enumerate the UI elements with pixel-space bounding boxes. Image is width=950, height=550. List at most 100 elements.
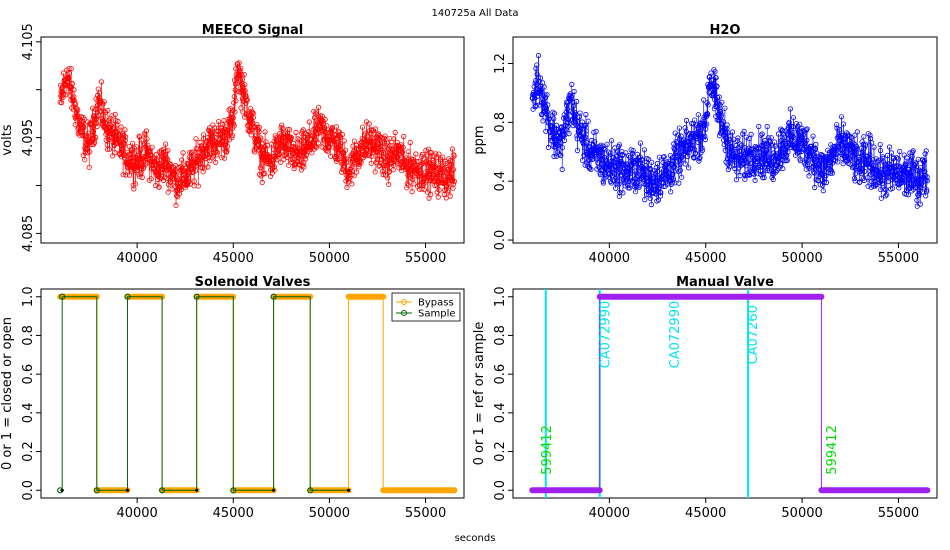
valves-plot-frame	[40, 288, 465, 499]
h2o-point	[744, 160, 750, 166]
valves-bypass-line	[60, 296, 455, 491]
h2o-point	[713, 75, 719, 81]
h2o-point	[840, 121, 847, 127]
h2o-point	[559, 145, 566, 151]
h2o-point	[680, 156, 686, 162]
meeco-point	[92, 115, 98, 121]
h2o-point	[661, 154, 667, 160]
h2o-point	[774, 167, 780, 173]
meeco-point	[230, 115, 236, 121]
h2o-point	[777, 143, 783, 149]
h2o-point	[635, 161, 641, 167]
meeco-point	[188, 163, 194, 169]
h2o-point	[845, 131, 851, 137]
manual-y-tick-label: 0.6	[493, 364, 508, 385]
h2o-point	[620, 177, 627, 183]
meeco-point	[101, 99, 107, 105]
h2o-point	[550, 109, 556, 115]
meeco-point	[112, 111, 118, 118]
meeco-point	[153, 151, 159, 158]
h2o-point	[857, 179, 863, 185]
meeco-point	[131, 186, 137, 192]
meeco-point	[419, 151, 425, 157]
meeco-point	[348, 165, 355, 171]
meeco-point	[339, 169, 345, 175]
meeco-point	[209, 129, 215, 135]
meeco-point	[428, 169, 434, 175]
meeco-point	[443, 160, 449, 167]
meeco-point	[322, 130, 329, 136]
h2o-point	[592, 139, 598, 145]
h2o-point	[583, 128, 589, 134]
meeco-point	[271, 147, 277, 153]
meeco-point	[353, 161, 359, 167]
h2o-point	[751, 168, 757, 174]
h2o-point	[749, 149, 756, 155]
meeco-point	[220, 121, 226, 127]
h2o-point	[778, 137, 785, 144]
h2o-point	[827, 160, 833, 166]
meeco-point	[313, 144, 320, 150]
h2o-point	[861, 177, 868, 184]
meeco-point	[192, 168, 199, 174]
h2o-point	[768, 155, 774, 161]
h2o-point	[634, 151, 640, 157]
h2o-point	[718, 113, 725, 119]
h2o-point	[714, 83, 720, 89]
h2o-point	[646, 189, 653, 195]
h2o-point	[847, 161, 853, 167]
meeco-x-tick-label: 55000	[405, 251, 446, 266]
meeco-point	[380, 171, 386, 178]
meeco-point	[372, 169, 378, 175]
valves-sample-marker	[195, 488, 199, 492]
valves-sample-marker	[125, 488, 130, 492]
h2o-point	[768, 143, 775, 149]
h2o-point	[893, 167, 899, 174]
h2o-point	[889, 185, 896, 191]
meeco-point	[443, 158, 449, 164]
h2o-point	[885, 179, 891, 185]
meeco-point	[359, 124, 366, 130]
meeco-point	[432, 164, 438, 171]
meeco-point	[421, 187, 427, 193]
h2o-point	[879, 180, 885, 187]
meeco-point	[269, 163, 275, 169]
h2o-point	[859, 167, 865, 173]
meeco-point	[223, 124, 229, 130]
h2o-point	[632, 189, 639, 195]
h2o-point	[533, 81, 540, 88]
h2o-point	[742, 176, 748, 182]
meeco-point	[60, 70, 67, 76]
h2o-point	[565, 123, 571, 129]
x-axis-label: seconds	[455, 533, 496, 544]
h2o-point	[559, 166, 565, 173]
h2o-point	[758, 156, 765, 162]
valves-legend-swatch-marker	[401, 299, 407, 305]
h2o-point	[701, 121, 707, 127]
h2o-point	[914, 197, 920, 203]
h2o-point	[821, 179, 827, 185]
h2o-point	[800, 132, 807, 138]
meeco-point	[407, 139, 413, 146]
h2o-point	[884, 152, 891, 158]
h2o-point	[548, 134, 554, 140]
h2o-point	[913, 175, 920, 181]
h2o-point	[605, 149, 612, 155]
meeco-point	[180, 150, 186, 156]
h2o-point	[731, 157, 738, 163]
h2o-point	[793, 121, 799, 127]
meeco-point	[105, 107, 111, 114]
meeco-point	[333, 124, 339, 130]
h2o-point	[853, 143, 860, 149]
h2o-point	[852, 171, 858, 177]
meeco-point	[326, 145, 332, 151]
h2o-point	[719, 121, 725, 128]
h2o-point	[720, 119, 727, 125]
h2o-point	[725, 130, 731, 136]
meeco-point	[378, 150, 384, 156]
meeco-point	[243, 93, 249, 100]
h2o-point	[614, 167, 620, 173]
meeco-point	[424, 153, 430, 159]
h2o-point	[852, 132, 858, 138]
h2o-point	[766, 156, 773, 162]
